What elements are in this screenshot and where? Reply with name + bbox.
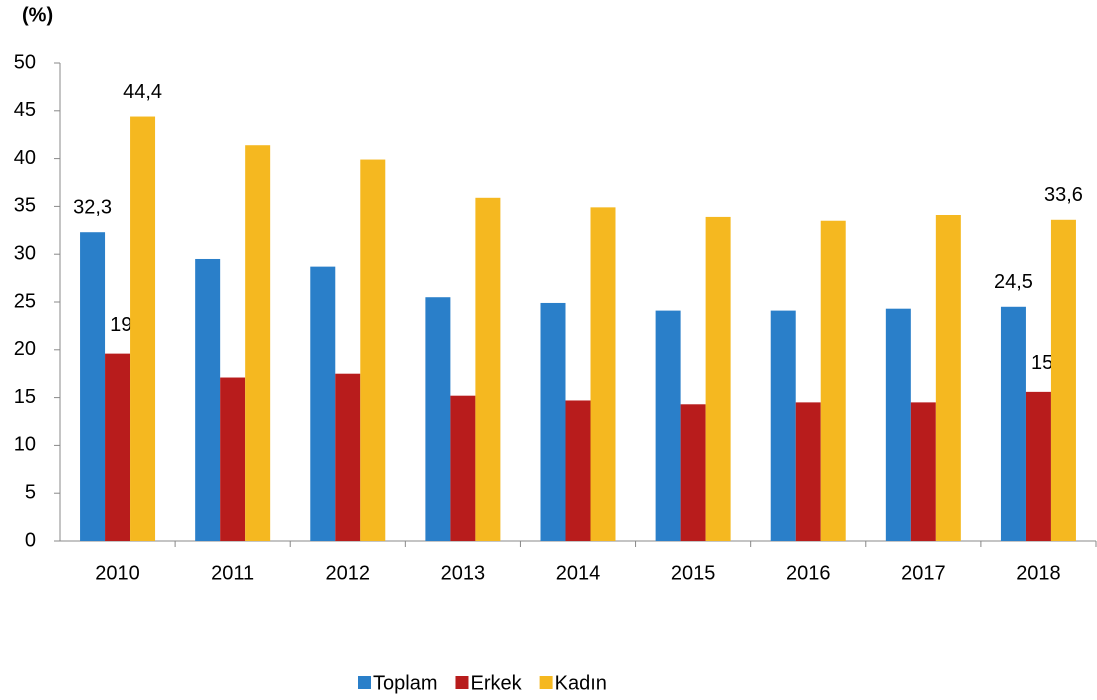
bar <box>195 258 221 541</box>
value-label: 33,6 <box>1044 184 1083 206</box>
bar <box>245 145 271 541</box>
bar <box>935 215 961 541</box>
y-tick-label: 0 <box>25 529 36 551</box>
x-tick-label: 2013 <box>441 562 486 584</box>
bar <box>130 116 156 541</box>
legend-label: Erkek <box>470 672 522 694</box>
legend-label: Toplam <box>373 672 437 694</box>
x-tick-label: 2011 <box>211 562 254 584</box>
x-tick-label: 2016 <box>786 562 831 584</box>
x-tick-label: 2012 <box>326 562 371 584</box>
y-tick-label: 45 <box>14 99 36 121</box>
x-tick-label: 2015 <box>671 562 716 584</box>
value-label: 24,5 <box>994 271 1033 293</box>
y-tick-label: 15 <box>14 386 36 408</box>
legend-swatch <box>358 676 371 689</box>
bar <box>1025 391 1051 541</box>
bar <box>80 232 106 541</box>
legend-label: Kadın <box>555 672 607 694</box>
bar <box>820 220 846 542</box>
bar <box>565 400 591 541</box>
y-tick-label: 50 <box>14 51 36 73</box>
bar <box>425 297 451 541</box>
bar <box>795 402 821 541</box>
bar <box>1050 219 1076 541</box>
bar <box>475 197 501 541</box>
bar <box>885 308 911 541</box>
x-tick-label: 2018 <box>1016 562 1061 584</box>
y-axis-label: (%) <box>22 4 53 26</box>
bar <box>910 402 936 541</box>
value-label: 32,3 <box>73 196 112 218</box>
bar <box>335 373 361 541</box>
bar <box>310 266 336 541</box>
y-tick-label: 5 <box>25 481 36 503</box>
bar <box>105 353 131 541</box>
bar <box>1000 306 1026 541</box>
y-tick-label: 40 <box>14 147 36 169</box>
y-tick-label: 35 <box>14 195 36 217</box>
legend-swatch <box>455 676 469 689</box>
bar <box>705 216 731 541</box>
bar <box>360 159 386 541</box>
value-label: 44,4 <box>123 81 162 103</box>
y-tick-label: 30 <box>14 242 36 264</box>
bar <box>590 207 616 541</box>
bar <box>770 310 796 541</box>
bar <box>680 404 706 541</box>
bar <box>220 377 246 541</box>
bar <box>540 302 566 541</box>
y-tick-label: 25 <box>14 290 36 312</box>
bar <box>655 310 681 541</box>
y-tick-label: 20 <box>14 338 36 360</box>
bar <box>450 395 476 541</box>
y-tick-label: 10 <box>14 434 36 456</box>
x-tick-label: 2017 <box>901 562 946 584</box>
legend-swatch <box>539 676 553 689</box>
x-tick-label: 2014 <box>556 562 601 584</box>
x-tick-label: 2010 <box>95 562 140 584</box>
